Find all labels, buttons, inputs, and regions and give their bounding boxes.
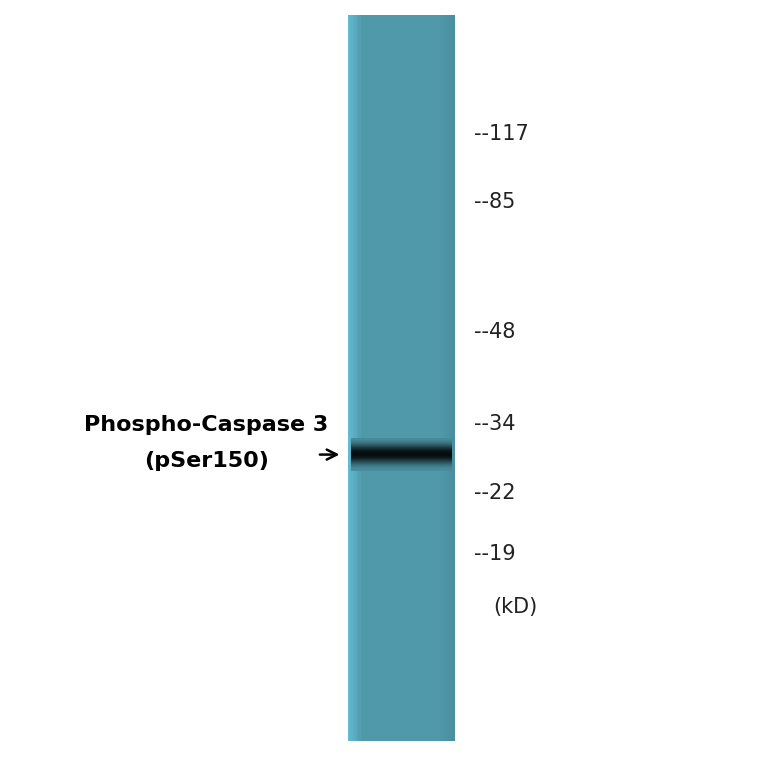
Bar <box>441 15 445 741</box>
Bar <box>371 15 375 741</box>
Bar <box>351 455 452 457</box>
Bar <box>355 15 359 741</box>
Bar <box>351 467 452 468</box>
Bar <box>409 15 413 741</box>
Text: --85: --85 <box>474 193 515 212</box>
Bar <box>351 462 452 465</box>
Bar <box>403 15 407 741</box>
Bar <box>422 15 426 741</box>
Bar <box>351 438 452 439</box>
Bar <box>385 15 388 741</box>
Bar <box>406 15 410 741</box>
Bar <box>351 459 452 461</box>
Bar <box>351 442 452 444</box>
Text: (pSer150): (pSer150) <box>144 452 269 471</box>
Bar <box>420 15 423 741</box>
Text: --19: --19 <box>474 544 515 564</box>
Bar <box>351 448 452 450</box>
Bar <box>351 454 452 455</box>
Text: (kD): (kD) <box>493 597 537 617</box>
Bar <box>417 15 420 741</box>
Bar <box>435 15 439 741</box>
Bar <box>401 15 405 741</box>
Bar <box>412 15 416 741</box>
Bar <box>358 15 362 741</box>
Bar <box>348 15 351 741</box>
Bar <box>431 15 434 741</box>
Bar <box>351 441 452 443</box>
Bar <box>393 15 397 741</box>
Text: --48: --48 <box>474 322 515 342</box>
Bar <box>433 15 436 741</box>
Bar <box>374 15 377 741</box>
Text: Phospho-Caspase 3: Phospho-Caspase 3 <box>84 415 329 435</box>
Bar <box>364 15 367 741</box>
Bar <box>369 15 372 741</box>
Bar <box>351 458 452 460</box>
Bar <box>390 15 394 741</box>
Bar <box>351 457 452 459</box>
Bar <box>350 15 354 741</box>
Bar <box>351 452 452 454</box>
Bar <box>351 464 452 465</box>
Bar <box>351 445 452 447</box>
Bar <box>439 15 442 741</box>
Bar <box>351 465 452 466</box>
Bar <box>351 446 452 448</box>
Bar <box>351 461 452 463</box>
Text: --34: --34 <box>474 414 515 434</box>
Bar <box>353 15 356 741</box>
Text: --117: --117 <box>474 124 529 144</box>
Bar <box>351 456 452 458</box>
Bar <box>351 448 452 449</box>
Bar <box>449 15 452 741</box>
Bar <box>380 15 383 741</box>
Bar <box>351 460 452 462</box>
Bar <box>351 453 452 455</box>
Bar <box>396 15 399 741</box>
Bar <box>351 469 452 471</box>
Bar <box>387 15 391 741</box>
Bar <box>414 15 418 741</box>
Bar <box>351 444 452 446</box>
Bar <box>361 15 364 741</box>
Bar <box>377 15 380 741</box>
Bar <box>452 15 455 741</box>
Bar <box>351 439 452 441</box>
Bar <box>399 15 402 741</box>
Text: --22: --22 <box>474 483 515 503</box>
Bar <box>446 15 450 741</box>
Bar <box>366 15 370 741</box>
Bar <box>351 449 452 452</box>
Bar <box>351 443 452 445</box>
Bar <box>351 451 452 452</box>
Bar <box>425 15 429 741</box>
Bar <box>351 468 452 470</box>
Bar <box>351 440 452 442</box>
Bar <box>351 465 452 468</box>
Bar <box>444 15 447 741</box>
Bar <box>428 15 431 741</box>
Bar <box>382 15 386 741</box>
